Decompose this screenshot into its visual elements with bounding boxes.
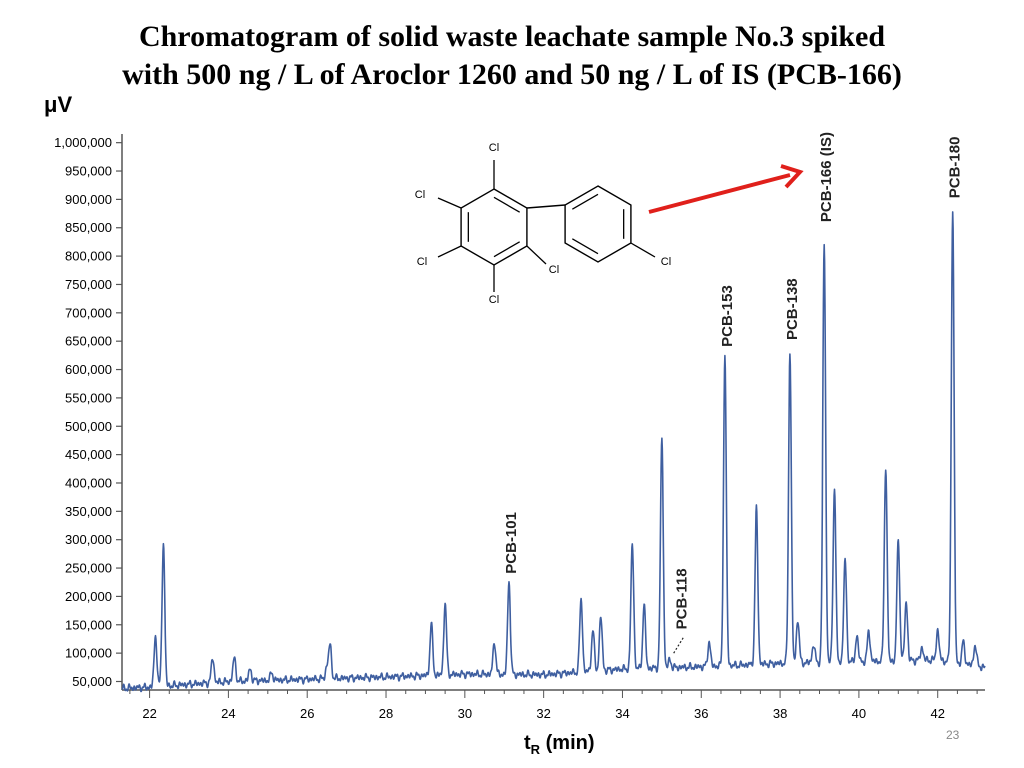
cl-bond <box>526 245 547 265</box>
arrow-shaft <box>648 173 791 214</box>
y-tick-label: 400,000 <box>65 475 112 490</box>
chlorine-label: Cl <box>489 294 499 306</box>
peak-annotations: PCB-101 PCB-118 PCB-153 PCB-138 PCB-166 (IS)… <box>503 132 964 654</box>
y-tick-label: 350,000 <box>65 504 112 519</box>
cl-bond <box>437 245 462 258</box>
biphenyl-bond <box>526 204 566 209</box>
chromatogram-trace <box>121 211 986 693</box>
chlorine-label: Cl <box>417 256 427 268</box>
y-tick-label: 1,000,000 <box>54 135 112 150</box>
x-tick-label: 26 <box>300 706 314 721</box>
arrow-head <box>780 164 804 189</box>
y-axis-unit-label: μV <box>44 92 73 117</box>
double-bond <box>493 196 520 213</box>
x-tick-label: 34 <box>615 706 629 721</box>
x-tick-label: 42 <box>930 706 944 721</box>
y-tick-label: 600,000 <box>65 362 112 377</box>
cl-bond <box>630 242 656 258</box>
ring-b <box>564 185 632 263</box>
x-tick-label: 28 <box>379 706 393 721</box>
chlorine-label: Cl <box>661 256 671 268</box>
x-tick-label: 40 <box>852 706 866 721</box>
x-axis-label: tR (min) <box>524 732 595 757</box>
chlorine-label: Cl <box>549 264 559 276</box>
peak-label: PCB-138 <box>784 278 801 340</box>
double-bond <box>493 241 520 258</box>
x-tick-label: 24 <box>221 706 235 721</box>
slide-title: Chromatogram of solid waste leachate sam… <box>0 18 1024 94</box>
y-tick-label: 750,000 <box>65 277 112 292</box>
y-tick-label: 250,000 <box>65 561 112 576</box>
peak-label: PCB-166 (IS) <box>818 132 835 222</box>
page-number: 23 <box>946 728 960 742</box>
pcb-166-structure: Cl Cl Cl Cl Cl Cl <box>415 142 671 306</box>
x-tick-label: 38 <box>773 706 787 721</box>
title-line-1: Chromatogram of solid waste leachate sam… <box>138 20 886 53</box>
y-tick-label: 500,000 <box>65 419 112 434</box>
x-tick-label: 22 <box>142 706 156 721</box>
y-tick-label: 100,000 <box>65 646 112 661</box>
chlorine-label: Cl <box>415 189 425 201</box>
y-tick-label: 900,000 <box>65 192 112 207</box>
cl-bond <box>437 197 462 209</box>
double-bond <box>572 193 599 210</box>
peak-label: PCB-180 <box>947 137 964 199</box>
ring-a <box>460 188 528 266</box>
chlorine-label: Cl <box>489 142 499 154</box>
double-bond <box>572 238 599 255</box>
y-tick-label: 550,000 <box>65 390 112 405</box>
structure-arrow <box>648 164 804 214</box>
peak-label: PCB-118 <box>674 568 691 629</box>
pcb-118-leader <box>673 636 685 654</box>
peak-label: PCB-153 <box>719 285 736 347</box>
y-tick-label: 200,000 <box>65 589 112 604</box>
title-line-2: with 500 ng / L of Aroclor 1260 and 50 n… <box>122 58 902 91</box>
y-tick-label: 300,000 <box>65 532 112 547</box>
chart-axes: 50,000 100,000 150,000 200,000 250,000 300,00… <box>54 134 985 721</box>
y-tick-label: 950,000 <box>65 164 112 179</box>
y-tick-label: 800,000 <box>65 249 112 264</box>
y-tick-label: 650,000 <box>65 334 112 349</box>
y-tick-label: 450,000 <box>65 447 112 462</box>
x-tick-label: 32 <box>536 706 550 721</box>
y-tick-label: 50,000 <box>72 674 112 689</box>
x-tick-label: 30 <box>458 706 472 721</box>
y-tick-label: 850,000 <box>65 220 112 235</box>
peak-label: PCB-101 <box>503 512 520 574</box>
y-tick-label: 150,000 <box>65 617 112 632</box>
y-tick-label: 700,000 <box>65 305 112 320</box>
x-tick-label: 36 <box>694 706 708 721</box>
chromatogram-line <box>121 211 986 693</box>
